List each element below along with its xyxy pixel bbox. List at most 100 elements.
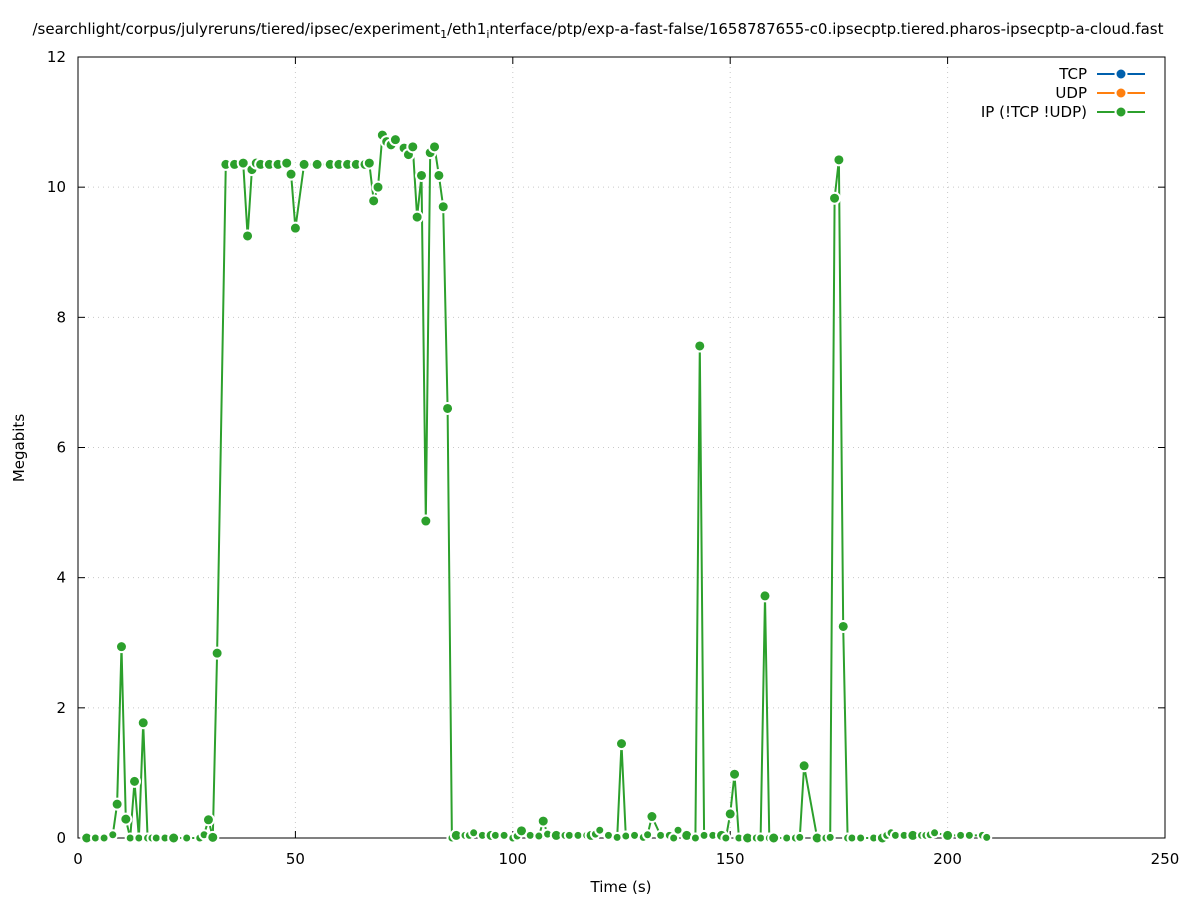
x-tick-label: 200 xyxy=(933,850,962,868)
title-subscript: 1 xyxy=(440,28,447,41)
y-tick-label: 8 xyxy=(56,308,66,326)
data-point xyxy=(594,824,606,836)
data-point xyxy=(941,828,955,842)
data-point xyxy=(133,832,145,844)
data-point xyxy=(723,807,737,821)
data-point xyxy=(114,640,128,654)
legend-marker xyxy=(1114,67,1128,81)
data-point xyxy=(98,832,110,844)
data-point xyxy=(428,140,442,154)
data-point xyxy=(533,830,545,842)
data-point xyxy=(781,832,793,844)
data-point xyxy=(498,829,510,841)
data-point xyxy=(367,194,381,208)
data-point xyxy=(441,401,455,415)
data-point xyxy=(89,832,101,844)
y-tick-label: 6 xyxy=(56,439,66,457)
series-layer xyxy=(80,128,993,845)
data-point xyxy=(611,831,623,843)
data-point xyxy=(572,829,584,841)
data-point xyxy=(489,829,501,841)
y-tick-label: 0 xyxy=(56,829,66,847)
data-point xyxy=(419,514,433,528)
x-tick-label: 100 xyxy=(498,850,527,868)
data-point xyxy=(698,829,710,841)
data-point xyxy=(672,824,684,836)
data-point xyxy=(206,830,220,844)
data-point xyxy=(602,829,614,841)
data-point xyxy=(371,180,385,194)
plot-border xyxy=(77,56,1166,839)
y-tick-label: 2 xyxy=(56,699,66,717)
data-point xyxy=(955,829,967,841)
data-point xyxy=(388,133,402,147)
chart-title: /searchlight/corpus/julyreruns/tiered/ip… xyxy=(32,20,1163,41)
data-point xyxy=(828,191,842,205)
data-point xyxy=(720,832,732,844)
data-point xyxy=(824,831,836,843)
data-point xyxy=(689,832,701,844)
title-segment: nterface/ptp/exp-a-fast-false/1658787655… xyxy=(489,20,1163,38)
data-point xyxy=(620,830,632,842)
data-point xyxy=(794,831,806,843)
data-point xyxy=(645,810,659,824)
data-point xyxy=(210,646,224,660)
axis-ticks: 0 50 100 150 200 250 0 2 4 6 8 10 12 xyxy=(47,48,1179,868)
data-point xyxy=(642,829,654,841)
legend-label: IP (!TCP !UDP) xyxy=(981,103,1087,121)
data-point xyxy=(981,831,993,843)
y-tick-label: 4 xyxy=(56,569,66,587)
data-point xyxy=(110,797,124,811)
data-point xyxy=(280,156,294,170)
y-tick-label: 12 xyxy=(47,48,66,66)
grid xyxy=(78,57,1165,838)
title-segment: /searchlight/corpus/julyreruns/tiered/ip… xyxy=(32,20,440,38)
x-tick-label: 150 xyxy=(716,850,745,868)
data-point xyxy=(414,168,428,182)
data-point xyxy=(836,619,850,633)
series-line xyxy=(86,134,988,839)
data-point xyxy=(563,829,575,841)
data-point xyxy=(767,831,781,845)
data-point xyxy=(432,168,446,182)
data-point xyxy=(288,221,302,235)
data-point xyxy=(241,229,255,243)
data-point xyxy=(468,827,480,839)
title-subscript: i xyxy=(486,28,489,41)
data-point xyxy=(963,829,975,841)
data-point xyxy=(536,814,550,828)
data-point xyxy=(119,812,133,826)
y-axis-label: Megabits xyxy=(10,414,28,482)
data-point xyxy=(410,210,424,224)
data-point xyxy=(436,200,450,214)
title-segment: /eth1 xyxy=(447,20,486,38)
data-point xyxy=(655,829,667,841)
data-point xyxy=(297,157,311,171)
legend-label: TCP xyxy=(1058,65,1087,83)
data-point xyxy=(310,157,324,171)
data-point xyxy=(797,759,811,773)
x-tick-label: 0 xyxy=(73,850,83,868)
data-point xyxy=(524,829,536,841)
data-point xyxy=(693,339,707,353)
data-point xyxy=(136,716,150,730)
data-point xyxy=(758,589,772,603)
x-tick-label: 250 xyxy=(1151,850,1180,868)
data-point xyxy=(832,153,846,167)
x-axis-label: Time (s) xyxy=(590,878,652,896)
data-point xyxy=(846,832,858,844)
y-tick-label: 10 xyxy=(47,178,66,196)
data-point xyxy=(629,829,641,841)
data-point xyxy=(929,827,941,839)
data-point xyxy=(128,774,142,788)
x-tick-label: 50 xyxy=(286,850,305,868)
data-point xyxy=(514,824,528,838)
data-point xyxy=(362,156,376,170)
data-point xyxy=(201,813,215,827)
data-point xyxy=(406,140,420,154)
data-point xyxy=(755,832,767,844)
legend-marker xyxy=(1114,86,1128,100)
data-point xyxy=(150,832,162,844)
